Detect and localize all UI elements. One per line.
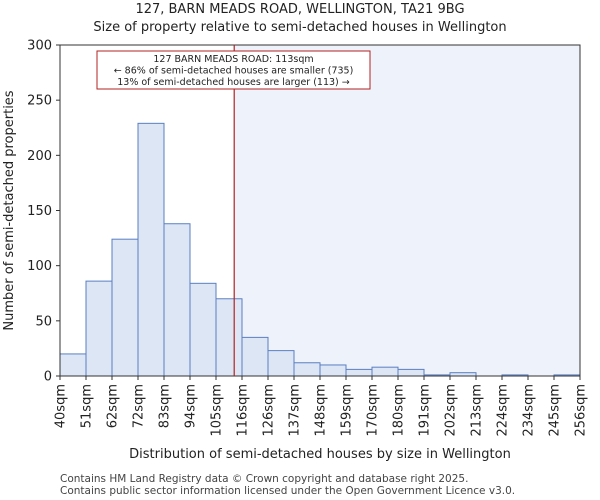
x-tick-label: 234sqm <box>522 384 537 437</box>
bar <box>137 122 165 377</box>
x-tick-label: 256sqm <box>574 384 589 437</box>
x-tick-label: 191sqm <box>418 384 433 437</box>
x-tick-label: 213sqm <box>470 384 485 437</box>
x-tick-label: 83sqm <box>158 384 173 428</box>
x-tick-label: 126sqm <box>262 384 277 437</box>
footer-licence: Contains public sector information licen… <box>60 485 516 497</box>
bar <box>345 368 373 377</box>
x-tick-label: 51sqm <box>80 384 95 428</box>
y-tick-label: 150 <box>27 204 52 219</box>
bar <box>59 353 87 377</box>
x-tick-label: 224sqm <box>496 384 511 437</box>
x-tick-label: 62sqm <box>106 384 121 428</box>
annotation-title: 127 BARN MEADS ROAD: 113sqm <box>153 54 313 65</box>
bar <box>397 368 425 377</box>
bar <box>241 336 269 377</box>
x-tick-label: 180sqm <box>392 384 407 437</box>
x-tick-label: 202sqm <box>444 384 459 437</box>
bar <box>319 364 347 377</box>
x-tick-label: 116sqm <box>236 384 251 437</box>
highlight-region <box>234 45 580 376</box>
annotation-larger: 13% of semi-detached houses are larger (… <box>117 77 350 88</box>
x-tick-label: 94sqm <box>184 384 199 428</box>
bar <box>215 298 243 377</box>
y-tick-label: 50 <box>35 314 52 329</box>
x-tick-label: 137sqm <box>288 384 303 437</box>
y-tick-label: 100 <box>27 259 52 274</box>
bar <box>371 366 399 377</box>
chart-title: 127, BARN MEADS ROAD, WELLINGTON, TA21 9… <box>135 2 465 17</box>
y-tick-label: 200 <box>27 149 52 164</box>
x-tick-label: 148sqm <box>314 384 329 437</box>
y-tick-label: 0 <box>44 370 52 385</box>
y-tick-label: 300 <box>27 39 52 54</box>
footer-copyright: Contains HM Land Registry data © Crown c… <box>60 473 469 485</box>
bar <box>85 280 113 377</box>
x-tick-label: 40sqm <box>54 384 69 428</box>
chart-subtitle: Size of property relative to semi-detach… <box>93 20 507 35</box>
bar <box>267 350 295 377</box>
y-axis-label: Number of semi-detached properties <box>2 90 17 330</box>
x-tick-label: 105sqm <box>210 384 225 437</box>
bar <box>111 238 139 377</box>
x-tick-label: 245sqm <box>548 384 563 437</box>
annotation-smaller: ← 86% of semi-detached houses are smalle… <box>114 66 354 77</box>
bar <box>189 282 217 377</box>
bar <box>163 223 191 377</box>
x-tick-label: 170sqm <box>366 384 381 437</box>
bar <box>293 362 321 377</box>
x-axis-label: Distribution of semi-detached houses by … <box>129 447 511 462</box>
annotation-box <box>96 50 371 90</box>
y-tick-label: 250 <box>27 94 52 109</box>
x-tick-label: 159sqm <box>340 384 355 437</box>
x-tick-label: 72sqm <box>132 384 147 428</box>
